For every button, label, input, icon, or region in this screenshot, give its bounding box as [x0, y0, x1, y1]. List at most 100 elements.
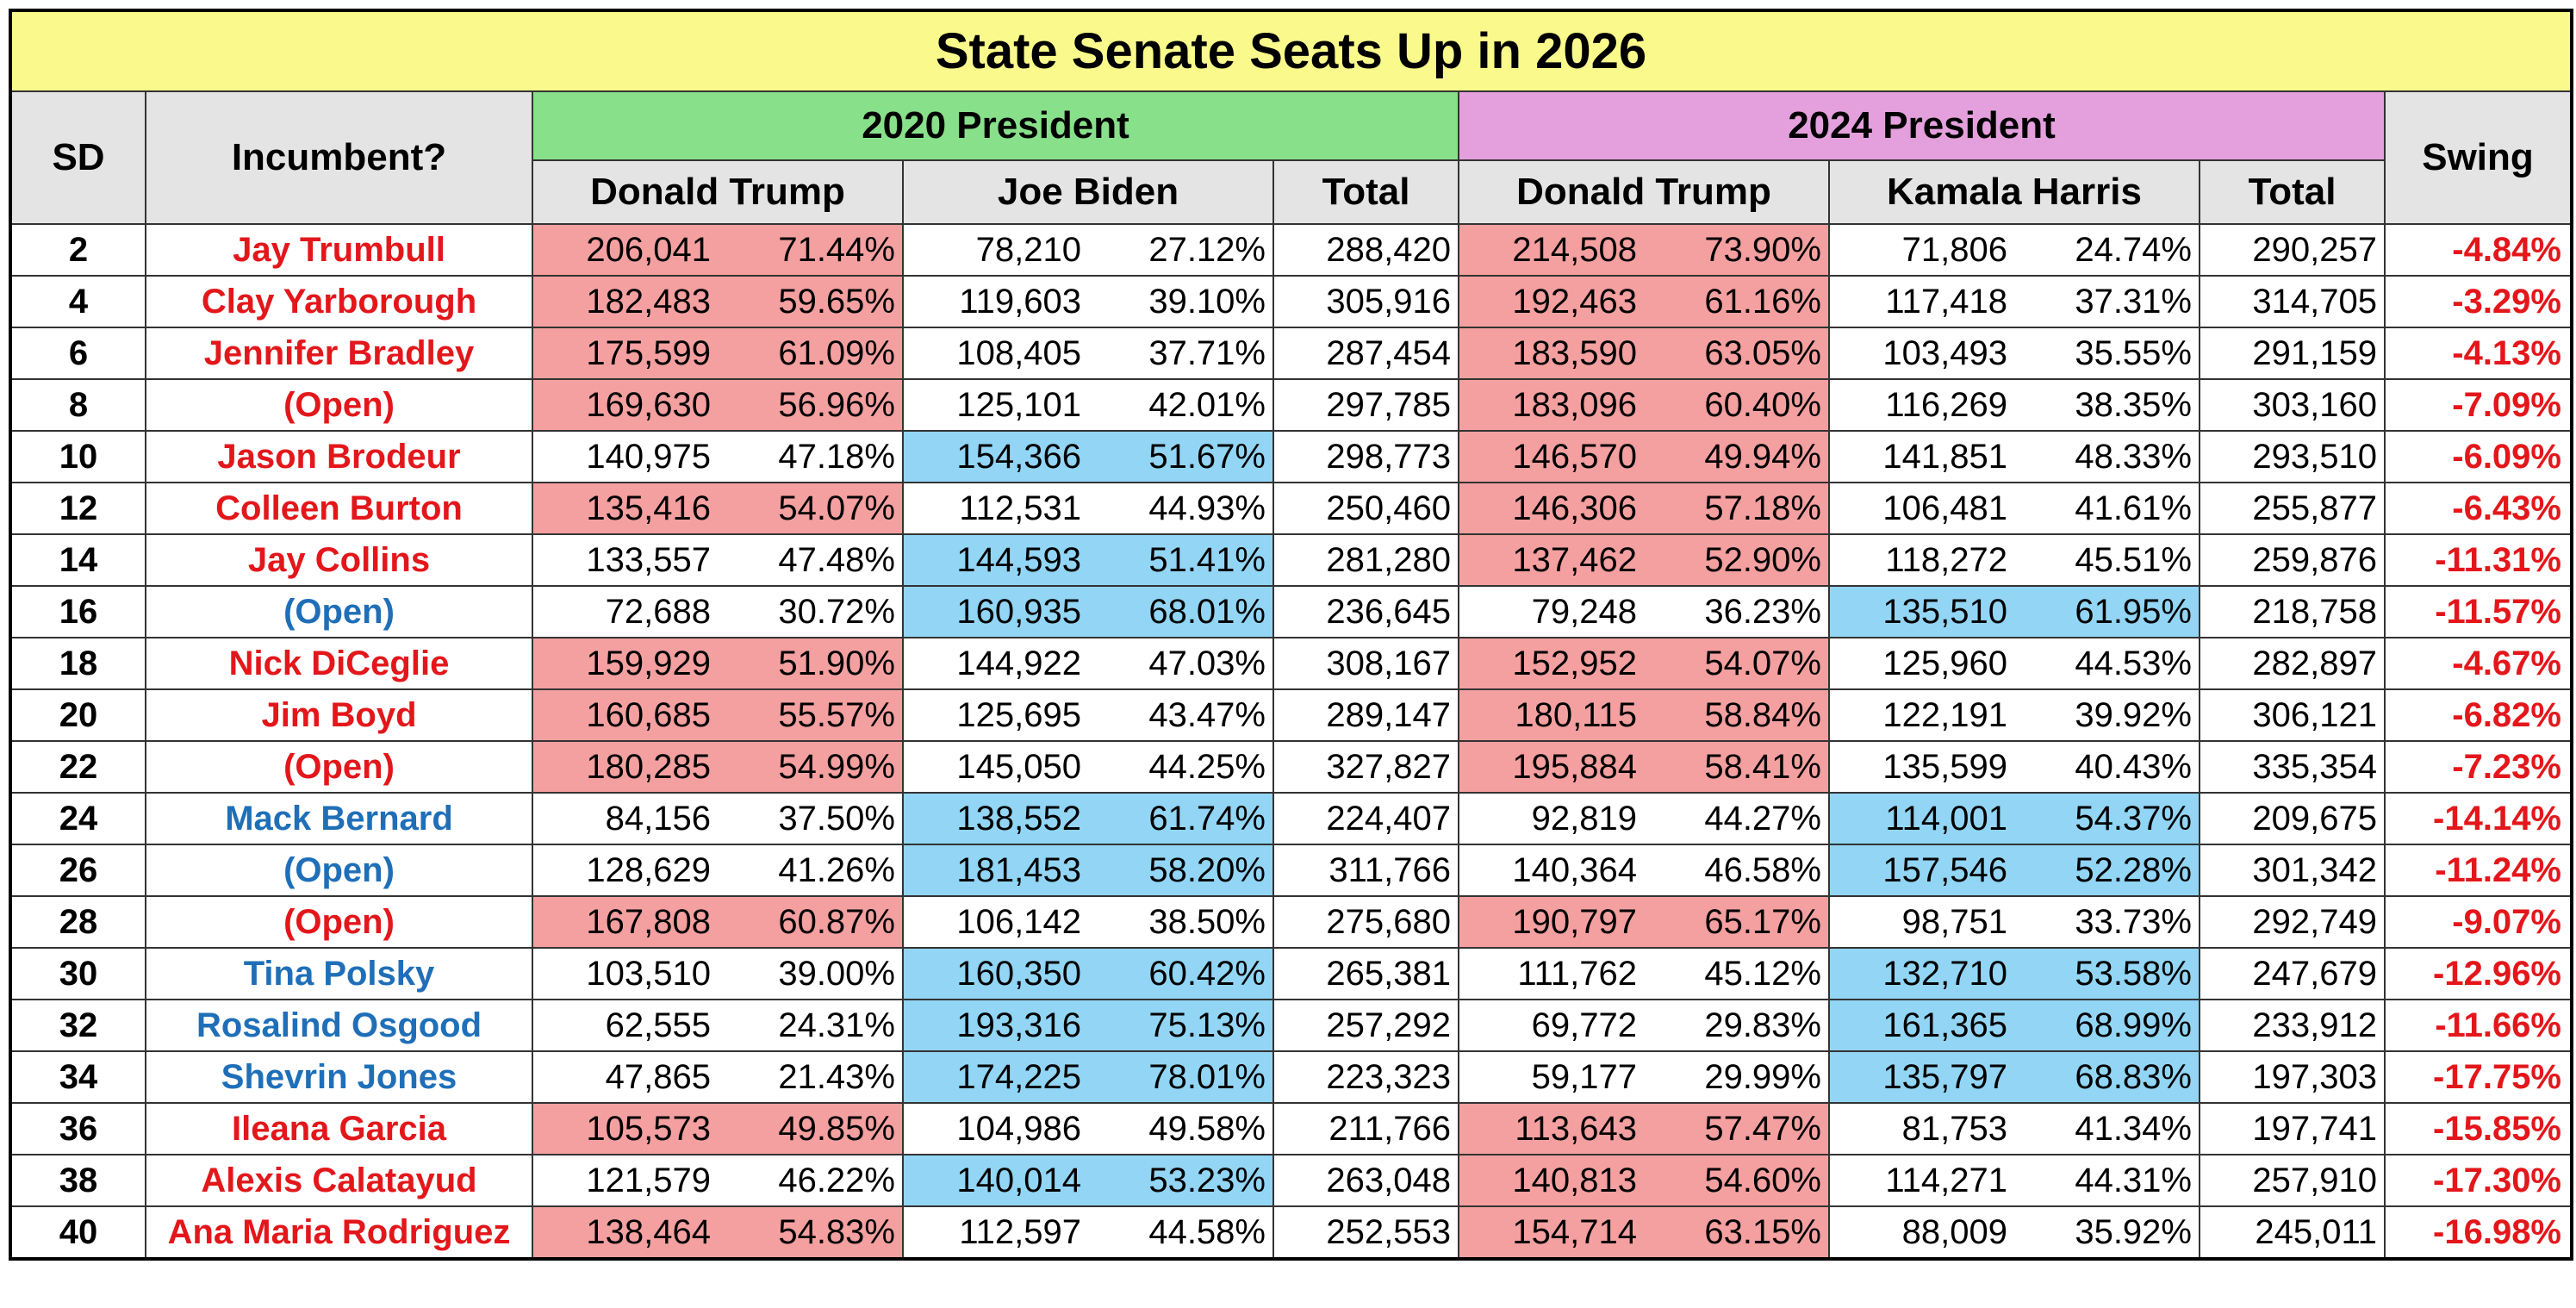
value-cell: 68.83% [2014, 1050, 2200, 1104]
swing-cell: -4.67% [2384, 637, 2573, 690]
value-cell: 135,510 [1828, 585, 2014, 638]
value-cell: 47.48% [718, 533, 904, 587]
value-cell: 174,225 [902, 1050, 1088, 1104]
value-cell: 252,553 [1272, 1205, 1459, 1260]
sd-cell: 40 [9, 1205, 146, 1260]
value-cell: 160,935 [902, 585, 1088, 638]
value-cell: 29.83% [1644, 999, 1830, 1052]
value-cell: 60.40% [1644, 378, 1830, 432]
value-cell: 160,685 [532, 688, 718, 742]
value-cell: 291,159 [2199, 327, 2386, 380]
swing-cell: -15.85% [2384, 1102, 2573, 1155]
value-cell: 141,851 [1828, 430, 2014, 483]
value-cell: 78,210 [902, 223, 1088, 277]
value-cell: 72,688 [532, 585, 718, 638]
sd-cell: 8 [9, 378, 146, 432]
sd-cell: 36 [9, 1102, 146, 1155]
column-header: Total [1272, 159, 1459, 225]
value-cell: 44.27% [1644, 792, 1830, 845]
value-cell: 30.72% [718, 585, 904, 638]
value-cell: 119,603 [902, 275, 1088, 328]
value-cell: 60.87% [718, 895, 904, 949]
swing-cell: -11.57% [2384, 585, 2573, 638]
value-cell: 48.33% [2014, 430, 2200, 483]
data-row: 22 (Open) 180,285 54.99% 145,050 44.25% 327,82… [9, 740, 2573, 794]
value-cell: 58.20% [1088, 844, 1274, 897]
value-cell: 157,546 [1828, 844, 2014, 897]
sd-cell: 26 [9, 844, 146, 897]
value-cell: 180,285 [532, 740, 718, 794]
value-cell: 146,306 [1458, 482, 1644, 535]
header-row: SD Incumbent? 2020 President 2024 Presid… [9, 90, 2573, 225]
sd-cell: 32 [9, 999, 146, 1052]
value-cell: 125,695 [902, 688, 1088, 742]
value-cell: 224,407 [1272, 792, 1459, 845]
value-cell: 245,011 [2199, 1205, 2386, 1260]
value-cell: 44.53% [2014, 637, 2200, 690]
incumbent-cell: Alexis Calatayud [145, 1154, 533, 1207]
value-cell: 62,555 [532, 999, 718, 1052]
value-cell: 140,014 [902, 1154, 1088, 1207]
value-cell: 161,365 [1828, 999, 2014, 1052]
value-cell: 37.50% [718, 792, 904, 845]
data-row: 30 Tina Polsky 103,510 39.00% 160,350 60.42% 2… [9, 947, 2573, 1000]
value-cell: 255,877 [2199, 482, 2386, 535]
value-cell: 180,115 [1458, 688, 1644, 742]
value-cell: 61.09% [718, 327, 904, 380]
value-cell: 183,590 [1458, 327, 1644, 380]
value-cell: 40.43% [2014, 740, 2200, 794]
value-cell: 47.18% [718, 430, 904, 483]
value-cell: 197,303 [2199, 1050, 2386, 1104]
value-cell: 43.47% [1088, 688, 1274, 742]
incumbent-cell: (Open) [145, 378, 533, 432]
value-cell: 159,929 [532, 637, 718, 690]
value-cell: 133,557 [532, 533, 718, 587]
value-cell: 293,510 [2199, 430, 2386, 483]
value-cell: 118,272 [1828, 533, 2014, 587]
value-cell: 39.10% [1088, 275, 1274, 328]
value-cell: 152,952 [1458, 637, 1644, 690]
value-cell: 68.01% [1088, 585, 1274, 638]
data-row: 16 (Open) 72,688 30.72% 160,935 68.01% 236,645… [9, 585, 2573, 638]
sd-cell: 38 [9, 1154, 146, 1207]
value-cell: 135,416 [532, 482, 718, 535]
swing-cell: -3.29% [2384, 275, 2573, 328]
value-cell: 282,897 [2199, 637, 2386, 690]
value-cell: 306,121 [2199, 688, 2386, 742]
data-row: 24 Mack Bernard 84,156 37.50% 138,552 61.74% 2… [9, 792, 2573, 845]
value-cell: 305,916 [1272, 275, 1459, 328]
value-cell: 35.92% [2014, 1205, 2200, 1260]
incumbent-cell: Ana Maria Rodriguez [145, 1205, 533, 1260]
value-cell: 311,766 [1272, 844, 1459, 897]
value-cell: 335,354 [2199, 740, 2386, 794]
value-cell: 105,573 [532, 1102, 718, 1155]
data-row: 38 Alexis Calatayud 121,579 46.22% 140,014 53… [9, 1154, 2573, 1207]
column-header: Joe Biden [902, 159, 1274, 225]
data-row: 28 (Open) 167,808 60.87% 106,142 38.50% 275,68… [9, 895, 2573, 949]
value-cell: 92,819 [1458, 792, 1644, 845]
data-row: 14 Jay Collins 133,557 47.48% 144,593 51.41% 2… [9, 533, 2573, 587]
incumbent-cell: Jay Collins [145, 533, 533, 587]
value-cell: 79,248 [1458, 585, 1644, 638]
value-cell: 116,269 [1828, 378, 2014, 432]
swing-cell: -11.66% [2384, 999, 2573, 1052]
value-cell: 37.31% [2014, 275, 2200, 328]
value-cell: 154,366 [902, 430, 1088, 483]
swing-cell: -4.13% [2384, 327, 2573, 380]
value-cell: 160,350 [902, 947, 1088, 1000]
value-cell: 44.58% [1088, 1205, 1274, 1260]
value-cell: 38.50% [1088, 895, 1274, 949]
value-cell: 297,785 [1272, 378, 1459, 432]
value-cell: 56.96% [718, 378, 904, 432]
value-cell: 292,749 [2199, 895, 2386, 949]
incumbent-cell: Nick DiCeglie [145, 637, 533, 690]
value-cell: 84,156 [532, 792, 718, 845]
value-cell: 35.55% [2014, 327, 2200, 380]
value-cell: 138,552 [902, 792, 1088, 845]
swing-cell: -9.07% [2384, 895, 2573, 949]
sd-cell: 14 [9, 533, 146, 587]
value-cell: 54.83% [718, 1205, 904, 1260]
value-cell: 112,531 [902, 482, 1088, 535]
value-cell: 33.73% [2014, 895, 2200, 949]
value-cell: 137,462 [1458, 533, 1644, 587]
